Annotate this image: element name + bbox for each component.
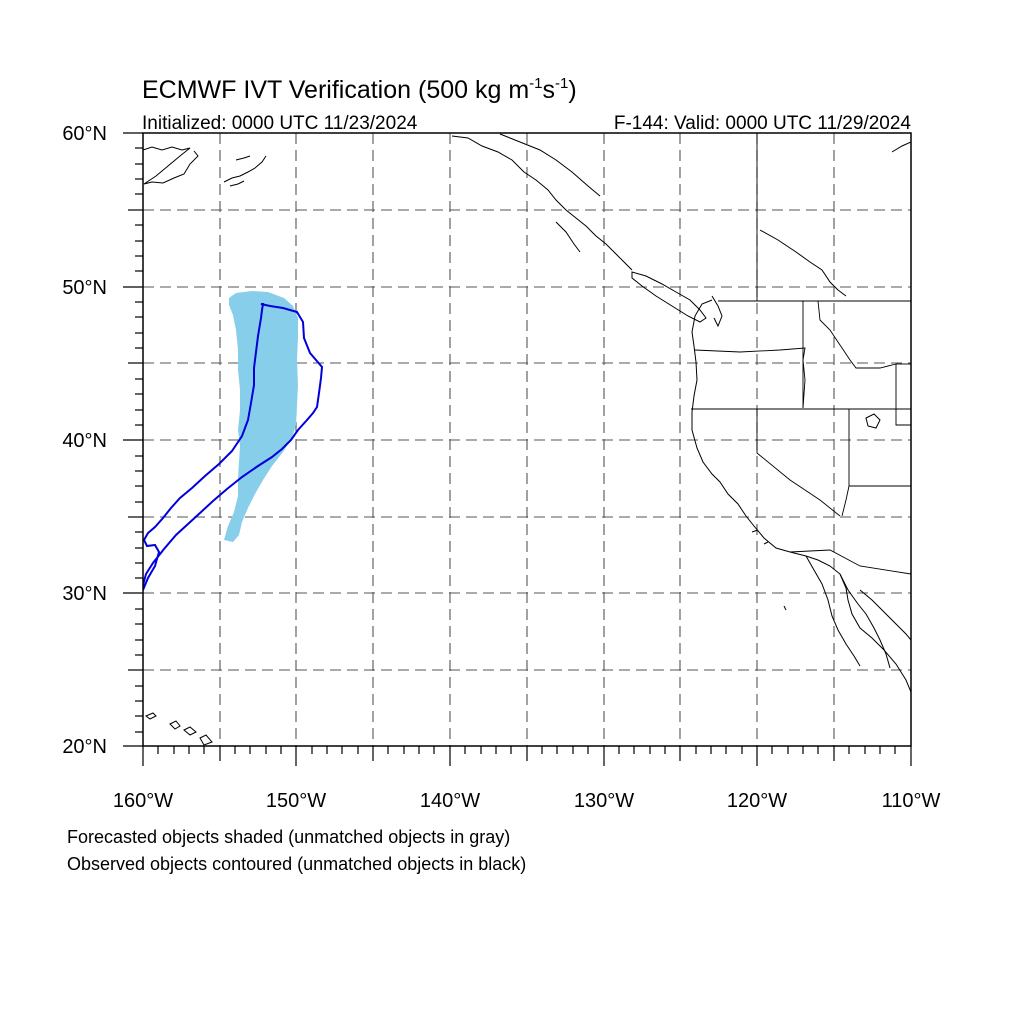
longitude-labels: 160°W 150°W 140°W 130°W 120°W 110°W (113, 790, 941, 812)
init-time-label: Initialized: 0000 UTC 11/23/2024 (142, 113, 418, 134)
lat-label-40n: 40°N (62, 430, 107, 452)
lon-label-160w: 160°W (113, 790, 173, 812)
forecast-ivt-object (224, 291, 298, 542)
forecast-caption: Forecasted objects shaded (unmatched obj… (67, 827, 511, 847)
lat-label-30n: 30°N (62, 583, 107, 605)
lon-label-130w: 130°W (574, 790, 634, 812)
latitude-labels: 60°N 50°N 40°N 30°N 20°N (62, 123, 107, 758)
lat-label-20n: 20°N (62, 736, 107, 758)
political-boundaries (691, 133, 911, 575)
lon-label-110w: 110°W (882, 790, 941, 812)
observed-ivt-object (143, 303, 324, 591)
lat-label-60n: 60°N (62, 123, 107, 145)
lat-label-50n: 50°N (62, 277, 107, 299)
coastlines (143, 133, 911, 746)
axis-ticks (123, 132, 912, 766)
lon-label-140w: 140°W (420, 790, 480, 812)
valid-time-label: F-144: Valid: 0000 UTC 11/29/2024 (614, 113, 912, 134)
map-title: ECMWF IVT Verification (500 kg m-1s-1) (142, 75, 577, 104)
lon-label-120w: 120°W (727, 790, 787, 812)
observed-caption: Observed objects contoured (unmatched ob… (67, 854, 527, 874)
lon-label-150w: 150°W (266, 790, 326, 812)
